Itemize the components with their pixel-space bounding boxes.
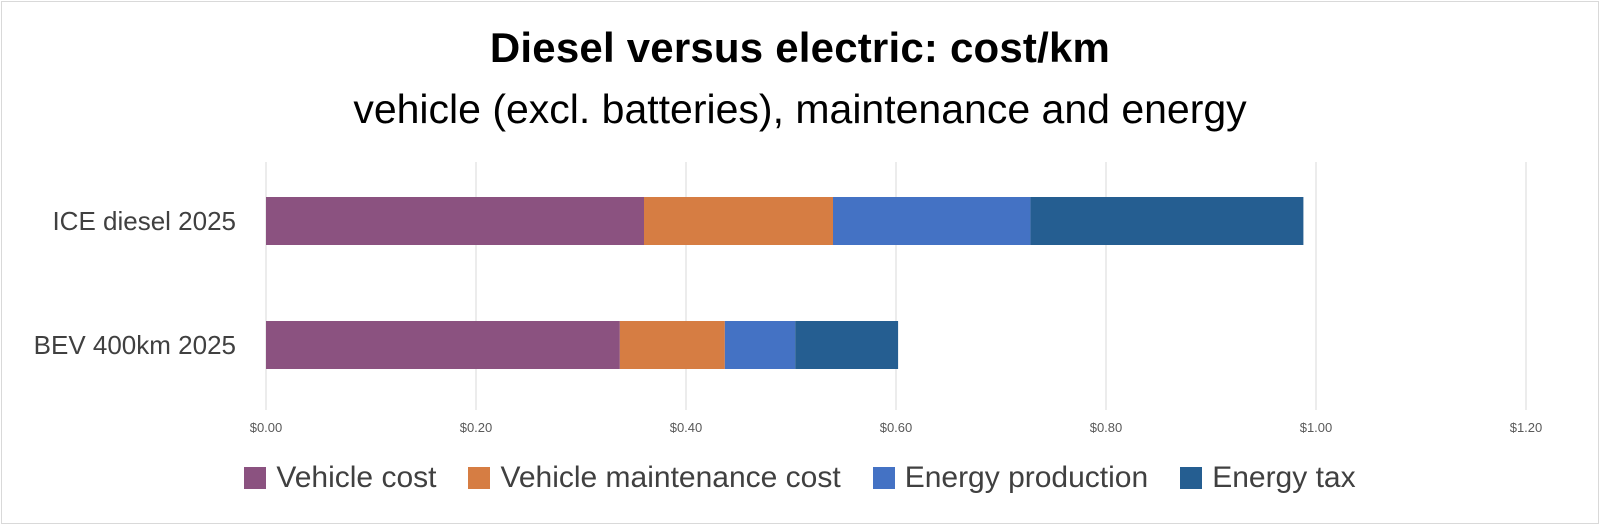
x-tick-label: $0.80 [1090, 420, 1123, 435]
bar-segment-energy-tax [1030, 197, 1304, 245]
legend-swatch [244, 467, 267, 489]
legend-item: Energy tax [1180, 461, 1356, 495]
x-tick-label: $0.60 [880, 420, 913, 435]
category-label: BEV 400km 2025 [34, 330, 236, 360]
bar-segment-energy-production [724, 321, 796, 369]
legend-item: Vehicle maintenance cost [468, 461, 841, 495]
legend-swatch [872, 467, 895, 489]
bar-segment-vehicle-maintenance-cost [644, 197, 833, 245]
x-tick-label: $0.00 [250, 420, 283, 435]
legend-label: Energy tax [1212, 461, 1356, 494]
bar-segment-vehicle-cost [266, 197, 644, 245]
bar-segment-vehicle-cost [266, 321, 620, 369]
chart-title: Diesel versus electric: cost/km [489, 24, 1111, 71]
legend-swatch [468, 467, 491, 489]
bars [266, 197, 1304, 369]
x-tick-labels: $0.00 $0.20 $0.40 $0.60 $0.80 $1.00 $1.20 [250, 420, 1543, 435]
x-tick-label: $0.20 [460, 420, 493, 435]
bar-segment-energy-tax [795, 321, 899, 369]
legend-label: Vehicle cost [276, 461, 437, 494]
legend: Vehicle cost Vehicle maintenance cost Ener… [0, 458, 1600, 498]
category-labels: ICE diesel 2025 BEV 400km 2025 [34, 206, 236, 360]
x-tick-label: $1.20 [1510, 420, 1543, 435]
chart-subtitle: vehicle (excl. batteries), maintenance a… [353, 86, 1247, 132]
legend-label: Vehicle maintenance cost [500, 461, 841, 494]
category-label: ICE diesel 2025 [52, 206, 236, 236]
x-tick-label: $1.00 [1300, 420, 1333, 435]
legend-item: Energy production [872, 461, 1149, 495]
bar-segment-vehicle-maintenance-cost [619, 321, 725, 369]
legend-item: Vehicle cost [244, 461, 436, 495]
bar-segment-energy-production [833, 197, 1031, 245]
legend-label: Energy production [904, 461, 1149, 494]
x-tick-label: $0.40 [670, 420, 703, 435]
legend-swatch [1180, 467, 1203, 489]
